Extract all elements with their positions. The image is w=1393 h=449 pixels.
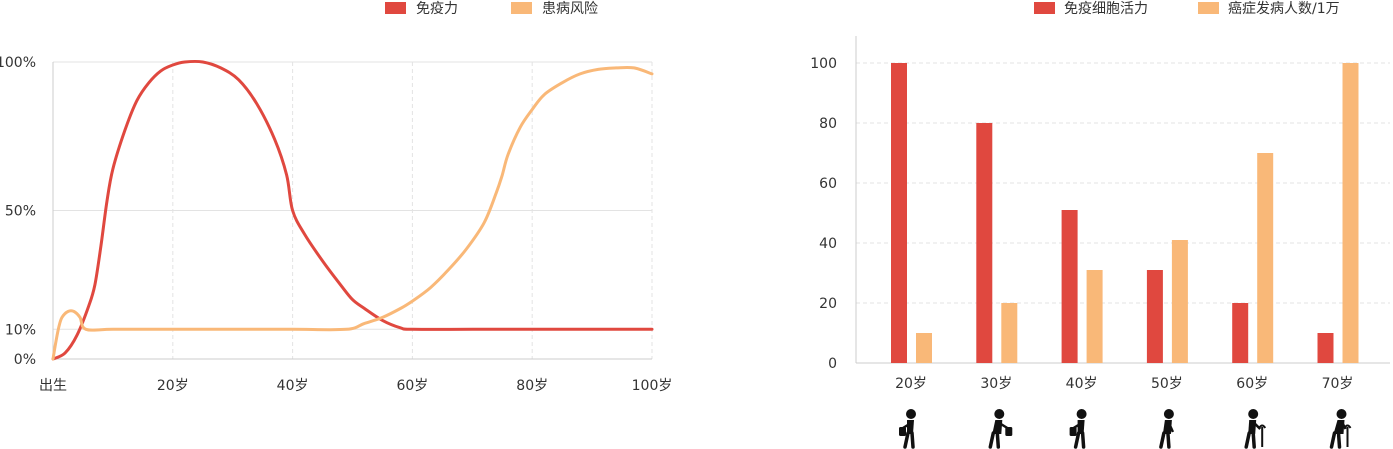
line-axes	[52, 62, 652, 360]
x-tick-label: 40岁	[1066, 376, 1098, 392]
legend-item-immunity[interactable]: 免疫力	[385, 1, 458, 17]
x-tick-label: 20岁	[895, 376, 927, 392]
bar-cancer-incidence[interactable]	[1086, 270, 1103, 363]
legend-label-immune-cell-activity: 免疫细胞活力	[1064, 1, 1148, 17]
legend-swatch-cancer-incidence	[1198, 2, 1219, 14]
legend-item-cancer-incidence[interactable]: 癌症发病人数/1万	[1198, 1, 1340, 17]
bar-cancer-incidence[interactable]	[1001, 303, 1018, 363]
person-bent-icon	[1159, 409, 1175, 449]
bar-series-group	[891, 63, 1359, 363]
legend-label-cancer-incidence: 癌症发病人数/1万	[1228, 1, 1340, 17]
legend-swatch-immune-cell-activity	[1034, 2, 1055, 14]
line-y-ticks: 0% 10% 50% 100%	[0, 55, 36, 368]
bar-cancer-incidence[interactable]	[1257, 153, 1274, 363]
x-tick-label: 20岁	[157, 378, 189, 394]
bar-immune-cell-activity[interactable]	[1232, 303, 1249, 363]
x-tick-label: 出生	[39, 378, 67, 394]
bar-chart: 免疫细胞活力 癌症发病人数/1万 0 20 40 60 80 100 20岁 30岁 40岁 5…	[810, 1, 1390, 449]
y-tick-label: 100	[810, 56, 837, 72]
bar-grid	[856, 62, 1390, 304]
x-tick-label: 80岁	[516, 378, 548, 394]
legend-swatch-immunity	[385, 2, 406, 14]
bar-immune-cell-activity[interactable]	[1317, 333, 1334, 363]
bar-immune-cell-activity[interactable]	[1061, 210, 1078, 363]
bar-cancer-incidence[interactable]	[1171, 240, 1188, 363]
y-tick-label: 20	[819, 296, 837, 312]
line-series-group	[51, 59, 654, 361]
x-tick-label: 70岁	[1322, 376, 1354, 392]
x-tick-label: 30岁	[980, 376, 1012, 392]
y-tick-label: 40	[819, 236, 837, 252]
y-tick-label: 10%	[5, 322, 36, 338]
bar-x-ticks: 20岁 30岁 40岁 50岁 60岁 70岁	[895, 376, 1353, 392]
bar-immune-cell-activity[interactable]	[891, 63, 907, 363]
series-line-immunity	[51, 59, 654, 361]
elderly-person-cane-bent-icon	[1329, 409, 1352, 449]
series-line-disease-risk	[51, 65, 654, 361]
bar-axes	[855, 36, 1390, 364]
legend-item-disease-risk[interactable]: 患病风险	[511, 1, 598, 17]
y-tick-label: 80	[819, 116, 837, 132]
x-tick-label: 50岁	[1151, 376, 1183, 392]
line-chart: 免疫力 患病风险 出生 20岁 40岁 60岁 80岁 100岁 0% 10% 50% 100%	[0, 1, 672, 394]
legend-label-immunity: 免疫力	[416, 1, 458, 17]
y-tick-label: 0	[828, 356, 837, 372]
person-running-bag-icon	[988, 409, 1013, 449]
bar-immune-cell-activity[interactable]	[1146, 270, 1163, 363]
person-standing-bag-icon	[1069, 409, 1087, 449]
y-tick-label: 100%	[0, 55, 36, 71]
x-tick-label: 40岁	[277, 378, 309, 394]
age-figures	[899, 409, 1352, 449]
x-tick-label: 100岁	[632, 378, 673, 394]
elderly-person-cane-icon	[1244, 409, 1267, 449]
line-x-ticks: 出生 20岁 40岁 60岁 80岁 100岁	[39, 378, 672, 394]
line-legend: 免疫力 患病风险	[385, 1, 598, 17]
x-tick-label: 60岁	[1236, 376, 1268, 392]
legend-swatch-disease-risk	[511, 2, 532, 14]
x-tick-label: 60岁	[396, 378, 428, 394]
y-tick-label: 60	[819, 176, 837, 192]
bar-y-ticks: 0 20 40 60 80 100	[810, 56, 837, 372]
line-grid	[53, 61, 653, 359]
bar-cancer-incidence[interactable]	[1342, 63, 1359, 363]
y-tick-label: 50%	[5, 204, 36, 220]
legend-item-immune-cell-activity[interactable]: 免疫细胞活力	[1034, 1, 1148, 17]
person-walking-bag-icon	[899, 409, 916, 449]
bar-legend: 免疫细胞活力 癌症发病人数/1万	[1034, 1, 1340, 17]
y-tick-label: 0%	[14, 352, 36, 368]
legend-label-disease-risk: 患病风险	[542, 1, 598, 17]
bar-immune-cell-activity[interactable]	[976, 123, 993, 363]
bar-cancer-incidence[interactable]	[916, 333, 932, 363]
